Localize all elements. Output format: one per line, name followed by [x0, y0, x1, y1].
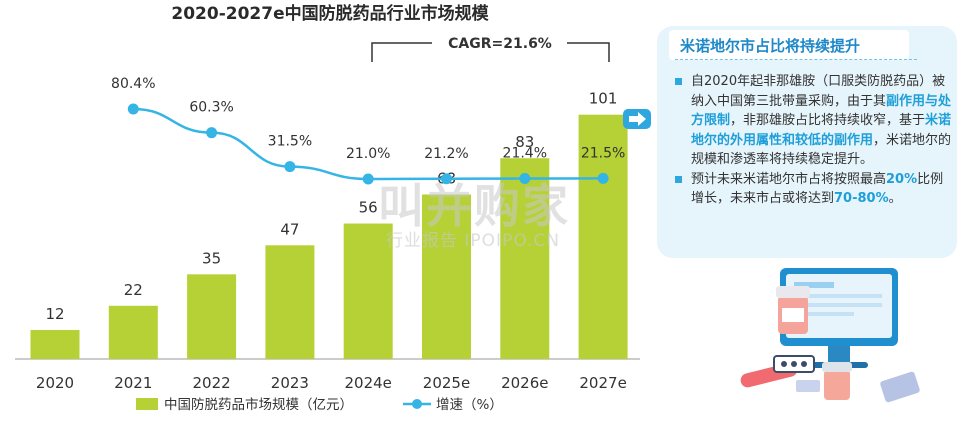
- x-tick-label: 2025e: [423, 374, 470, 392]
- bullet-item: 预计未来米诺地尔市占将按照最高20%比例增长，未来市占或将达到70-80%。: [672, 170, 952, 209]
- growth-value-label: 31.5%: [268, 134, 312, 150]
- bullet2-segment: 20%: [886, 171, 918, 187]
- bar-value-label: 12: [45, 305, 64, 323]
- bullet-text-1: 自2020年起非那雄胺（口服类防脱药品）被纳入中国第三批带量采购，由于其副作用与…: [691, 74, 951, 167]
- growth-value-label: 21.5%: [581, 145, 625, 161]
- x-tick-label: 2026e: [501, 374, 548, 392]
- bar-value-label: 101: [589, 90, 618, 108]
- growth-value-label: 80.4%: [111, 76, 155, 92]
- growth-point: [127, 103, 139, 115]
- cagr-label: CAGR=21.6%: [448, 36, 552, 52]
- bar-2027e: [578, 114, 628, 359]
- x-tick-label: 2027e: [579, 374, 626, 392]
- growth-point: [206, 127, 218, 139]
- panel-title-underline: [675, 59, 917, 60]
- x-tick-label: 2020: [36, 374, 74, 392]
- growth-point: [519, 173, 531, 185]
- legend-bar-swatch: [136, 398, 158, 410]
- bullet1-segment: 自2020年起非那雄胺（口服类防脱药品）被纳入中国第三批带量采购，由于其: [691, 74, 946, 109]
- bullet-square-icon: [675, 78, 682, 85]
- legend-line-marker: [412, 399, 422, 409]
- x-tick-label: 2022: [193, 374, 231, 392]
- watermark-logo: 叫并购家: [378, 179, 570, 233]
- growth-point: [597, 172, 609, 184]
- growth-line-series: 80.4% 60.3% 31.5% 21.0% 21.2% 21.4% 21.5%: [111, 76, 625, 185]
- x-tick-label: 2023: [271, 374, 309, 392]
- bar-value-label: 83: [515, 133, 534, 151]
- growth-value-label: 21.2%: [424, 146, 468, 162]
- bar-value-label: 22: [124, 281, 143, 299]
- bar-series: 12223547566883101: [30, 90, 628, 359]
- x-tick-label: 2021: [114, 374, 152, 392]
- cagr-bracket: CAGR=21.6%: [371, 36, 610, 62]
- bullet1-segment: 米诺地尔的外用属性和较低的副作用: [691, 113, 952, 148]
- arrow-right-icon: [623, 109, 651, 129]
- insight-bullets: 自2020年起非那雄胺（口服类防脱药品）被纳入中国第三批带量采购，由于其副作用与…: [672, 72, 952, 209]
- bullet1-segment: ，非那雄胺占比将持续收窄，基于: [730, 113, 926, 128]
- bar-2025e: [422, 194, 471, 359]
- growth-value-label: 21.4%: [503, 146, 547, 162]
- bar-2024e: [343, 223, 393, 359]
- panel-title-bar: [669, 30, 909, 60]
- bar-2020: [30, 329, 80, 359]
- bar-2023: [265, 245, 315, 359]
- x-axis-ticks: 2020 2021 2022 2023 2024e 2025e 2026e 2027e: [36, 374, 627, 392]
- bullet2-segment: 比例增长，未来市占或将达到: [691, 171, 944, 207]
- growth-value-label: 21.0%: [346, 146, 390, 162]
- growth-point: [362, 173, 374, 185]
- growth-point: [441, 173, 452, 185]
- watermark-subtitle: 行业报告 IPOIPO.CN: [386, 231, 560, 251]
- bullet2-segment: 。: [888, 191, 902, 206]
- legend-line-label: 增速（%）: [436, 397, 503, 413]
- pharmacy-illustration-icon: [740, 268, 920, 403]
- bar-value-label: 47: [280, 220, 299, 238]
- market-size-chart: 2020-2027e中国防脱药品行业市场规模 CAGR=21.6% 12 22 35…: [15, 3, 640, 413]
- bar-2021: [108, 305, 158, 359]
- bar-2026e: [500, 158, 550, 359]
- panel-title: 米诺地尔市占比将持续提升: [680, 37, 861, 55]
- chart-title: 2020-2027e中国防脱药品行业市场规模: [171, 3, 489, 24]
- bullet-item: 自2020年起非那雄胺（口服类防脱药品）被纳入中国第三批带量采购，由于其副作用与…: [672, 72, 952, 170]
- bullet1-segment: 副作用与处方限制: [691, 93, 952, 129]
- chart-legend: 中国防脱药品市场规模（亿元） 增速（%）: [136, 396, 503, 413]
- bar-value-label: 35: [202, 249, 221, 267]
- bullet-square-icon: [675, 175, 682, 183]
- bullet2-segment: 预计未来米诺地尔市占将按照最高: [691, 171, 887, 187]
- insight-panel: [657, 26, 957, 258]
- growth-value-label: 60.3%: [189, 100, 233, 116]
- bullet2-segment: 70-80%: [834, 191, 889, 206]
- bullet-text-2: 预计未来米诺地尔市占将按照最高20%比例增长，未来市占或将达到70-80%。: [691, 172, 943, 207]
- x-tick-label: 2024e: [344, 374, 391, 392]
- bar-2022: [187, 274, 237, 359]
- legend-bar-label: 中国防脱药品市场规模（亿元）: [164, 396, 353, 413]
- bullet1-segment: ，米诺地尔的规模和渗透率将持续稳定提升。: [691, 132, 952, 168]
- bar-value-label: 56: [359, 199, 378, 217]
- growth-point: [284, 161, 296, 173]
